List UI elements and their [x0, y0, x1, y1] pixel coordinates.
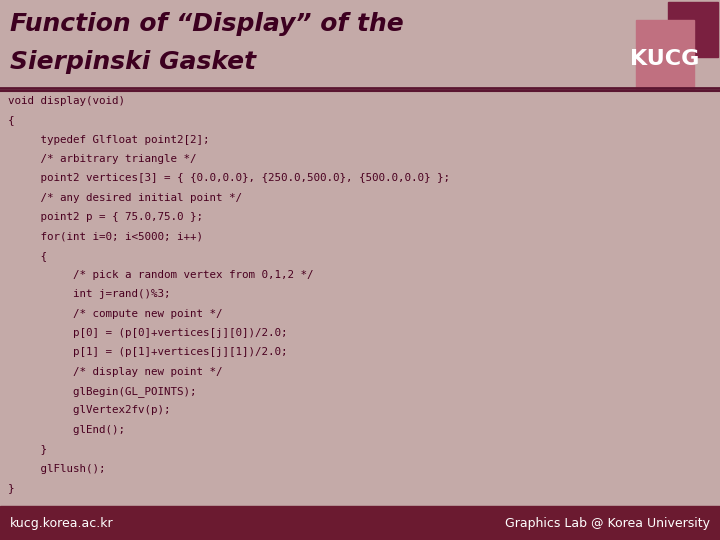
Text: Graphics Lab @ Korea University: Graphics Lab @ Korea University — [505, 516, 710, 530]
Text: }: } — [8, 444, 47, 454]
Bar — [0, 506, 720, 540]
Text: /* pick a random vertex from 0,1,2 */: /* pick a random vertex from 0,1,2 */ — [8, 270, 313, 280]
Text: kucg.korea.ac.kr: kucg.korea.ac.kr — [10, 516, 114, 530]
Text: p[0] = (p[0]+vertices[j][0])/2.0;: p[0] = (p[0]+vertices[j][0])/2.0; — [8, 328, 287, 338]
Text: point2 p = { 75.0,75.0 };: point2 p = { 75.0,75.0 }; — [8, 212, 203, 222]
Text: {: { — [8, 116, 14, 125]
Text: Sierpinski Gasket: Sierpinski Gasket — [10, 50, 256, 74]
Text: }: } — [8, 483, 14, 493]
Text: int j=rand()%3;: int j=rand()%3; — [8, 289, 171, 299]
Text: glVertex2fv(p);: glVertex2fv(p); — [8, 406, 171, 415]
Text: glFlush();: glFlush(); — [8, 463, 106, 474]
Text: p[1] = (p[1]+vertices[j][1])/2.0;: p[1] = (p[1]+vertices[j][1])/2.0; — [8, 347, 287, 357]
Text: /* compute new point */: /* compute new point */ — [8, 309, 222, 319]
Text: KUCG: KUCG — [630, 49, 700, 69]
Bar — [0, 0, 720, 90]
Bar — [636, 20, 694, 90]
Text: /* arbitrary triangle */: /* arbitrary triangle */ — [8, 154, 197, 164]
Text: {: { — [8, 251, 47, 261]
Text: void display(void): void display(void) — [8, 96, 125, 106]
Text: Function of “Display” of the: Function of “Display” of the — [10, 12, 404, 36]
Text: glBegin(GL_POINTS);: glBegin(GL_POINTS); — [8, 386, 197, 397]
Text: point2 vertices[3] = { {0.0,0.0}, {250.0,500.0}, {500.0,0.0} };: point2 vertices[3] = { {0.0,0.0}, {250.0… — [8, 173, 450, 184]
Text: /* any desired initial point */: /* any desired initial point */ — [8, 193, 242, 202]
Text: typedef Glfloat point2[2];: typedef Glfloat point2[2]; — [8, 134, 210, 145]
Text: for(int i=0; i<5000; i++): for(int i=0; i<5000; i++) — [8, 232, 203, 241]
Text: /* display new point */: /* display new point */ — [8, 367, 222, 377]
Bar — [668, 2, 718, 57]
Text: glEnd();: glEnd(); — [8, 425, 125, 435]
